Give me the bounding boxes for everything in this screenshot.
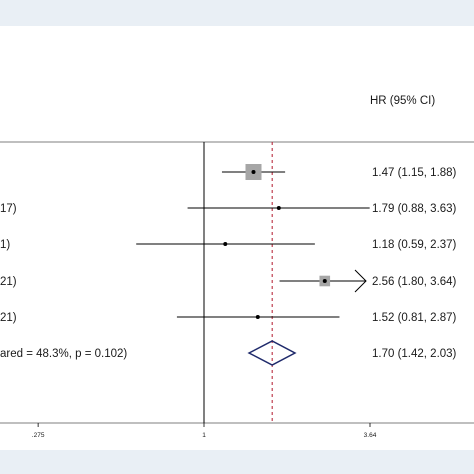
estimate-text: 1.70 (1.42, 2.03) bbox=[372, 348, 457, 360]
study-row: 1) 1.18 (0.59, 2.37) bbox=[0, 239, 457, 251]
overall-row: ared = 48.3%, p = 0.102) 1.70 (1.42, 2.03… bbox=[0, 340, 457, 366]
study-row: 1.47 (1.15, 1.88) bbox=[221, 164, 457, 180]
study-label: 21) bbox=[0, 276, 17, 288]
forest-rows: 1.47 (1.15, 1.88)17) 1.79 (0.88, 3.63)1) 1… bbox=[0, 164, 457, 366]
x-tick-label: .275 bbox=[32, 432, 45, 439]
estimate-text: 2.56 (1.80, 3.64) bbox=[372, 276, 457, 288]
x-axis-ticks: .275 1 3.64 bbox=[32, 423, 377, 439]
bottom-band bbox=[0, 450, 474, 474]
x-tick-label: 1 bbox=[202, 432, 206, 439]
overall-diamond bbox=[247, 340, 297, 366]
study-row: 21) 2.56 (1.80, 3.64) bbox=[0, 269, 457, 293]
estimate-text: 1.79 (0.88, 3.63) bbox=[372, 203, 457, 215]
point-estimate bbox=[276, 206, 281, 210]
point-estimate bbox=[251, 170, 256, 174]
study-row: 17) 1.79 (0.88, 3.63) bbox=[0, 203, 457, 215]
point-estimate bbox=[322, 279, 327, 283]
header-hr-ci: HR (95% CI) bbox=[370, 95, 435, 107]
top-band bbox=[0, 0, 474, 26]
study-label: 1) bbox=[0, 239, 10, 251]
estimate-text: 1.47 (1.15, 1.88) bbox=[372, 167, 457, 179]
plot-area bbox=[0, 26, 474, 422]
estimate-text: 1.18 (0.59, 2.37) bbox=[372, 239, 457, 251]
point-estimate bbox=[255, 315, 260, 319]
point-estimate bbox=[223, 242, 228, 246]
ci-arrow bbox=[354, 269, 367, 293]
x-tick-label: 3.64 bbox=[364, 432, 377, 439]
estimate-text: 1.52 (0.81, 2.87) bbox=[372, 312, 457, 324]
study-label: 17) bbox=[0, 203, 17, 215]
study-label: 21) bbox=[0, 312, 17, 324]
overall-label: ared = 48.3%, p = 0.102) bbox=[0, 348, 127, 360]
study-row: 21) 1.52 (0.81, 2.87) bbox=[0, 312, 457, 324]
